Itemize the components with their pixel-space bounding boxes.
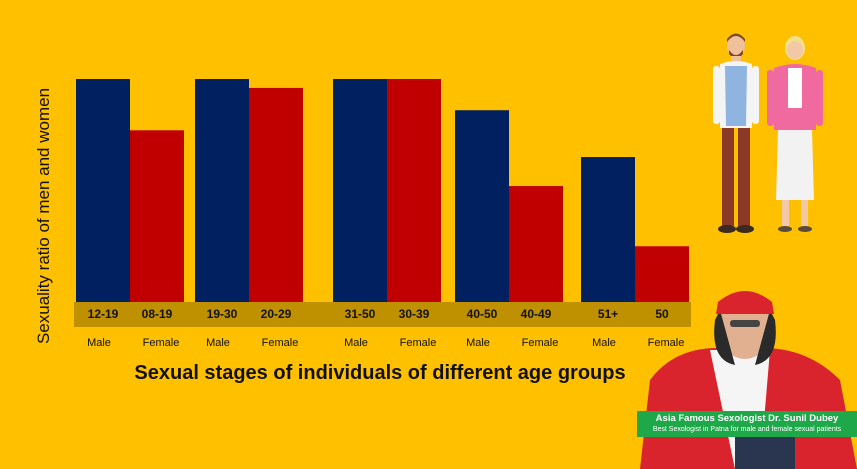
sex-label: Female — [400, 337, 437, 349]
age-tick-label: 08-19 — [142, 307, 173, 321]
y-axis-label: Sexuality ratio of men and women — [34, 87, 53, 345]
age-tick-label: 40-49 — [521, 307, 552, 321]
caption-line1: Asia Famous Sexologist Dr. Sunil Dubey — [655, 413, 839, 424]
age-tick-label: 30-39 — [399, 307, 430, 321]
sex-label: Female — [648, 337, 685, 349]
age-tick-label: 31-50 — [345, 307, 376, 321]
sex-label: Male — [206, 337, 230, 349]
woman-figure — [767, 36, 823, 232]
age-tick-label: 19-30 — [207, 307, 238, 321]
age-band — [74, 302, 691, 327]
couple-illustration — [713, 33, 823, 233]
caption-line2: Best Sexologist in Patna for male and fe… — [652, 426, 842, 433]
bar-female-20-29 — [249, 87, 303, 302]
bar-female-40-49 — [509, 186, 563, 302]
bar-male-31-50 — [333, 79, 387, 302]
sex-label: Female — [262, 337, 299, 349]
bar-female-08-19 — [130, 130, 184, 302]
doctor-caption: Asia Famous Sexologist Dr. Sunil Dubey B… — [637, 411, 857, 437]
sex-label: Male — [466, 337, 490, 349]
age-tick-label: 40-50 — [467, 307, 498, 321]
age-tick-label: 50 — [655, 307, 669, 321]
bar-female-30-39 — [387, 79, 441, 302]
bar-male-51+ — [581, 157, 635, 302]
bar-male-19-30 — [195, 79, 249, 302]
sex-label: Female — [143, 337, 180, 349]
bar-female-50 — [635, 246, 689, 302]
bar-male-12-19 — [76, 79, 130, 302]
bar-male-40-50 — [455, 110, 509, 302]
doctor-photo — [640, 291, 857, 469]
age-tick-label: 12-19 — [88, 307, 119, 321]
age-tick-label: 51+ — [598, 307, 618, 321]
x-axis-label: Sexual stages of individuals of differen… — [134, 362, 626, 384]
sex-label: Female — [522, 337, 559, 349]
sex-label: Male — [344, 337, 368, 349]
sex-label: Male — [592, 337, 616, 349]
man-figure — [713, 33, 759, 233]
age-tick-label: 20-29 — [261, 307, 292, 321]
sex-label: Male — [87, 337, 111, 349]
